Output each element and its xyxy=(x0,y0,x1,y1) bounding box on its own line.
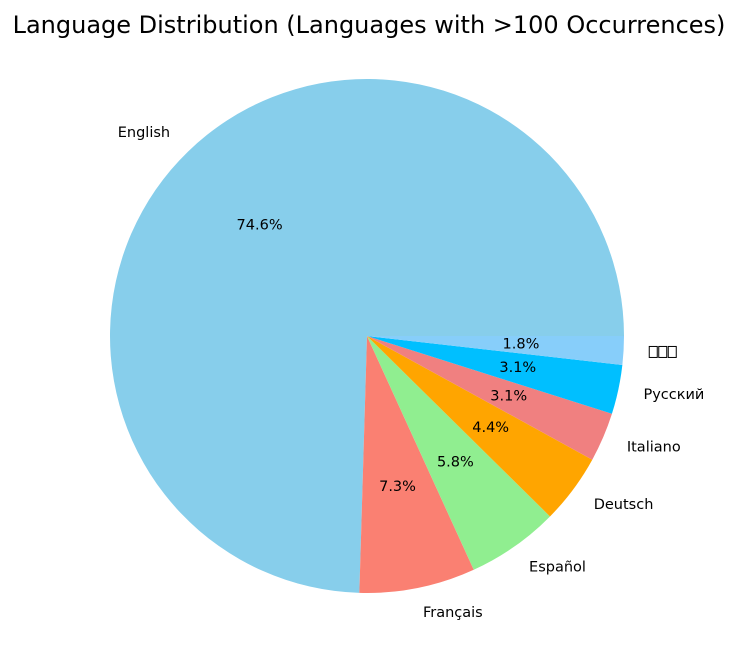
percent-label-english: 74.6% xyxy=(237,217,283,233)
slice-label-italiano: Italiano xyxy=(627,439,681,455)
pie-slice-deutsch xyxy=(367,336,593,517)
slice-label-other: Русский xyxy=(643,387,704,403)
slice-labels: English Français Español Deutsch Italiano Рус… xyxy=(118,125,705,621)
percent-label-espanol: 5.8% xyxy=(437,454,474,470)
missing-glyph-box xyxy=(658,345,668,358)
pie-slice-italiano xyxy=(367,336,612,460)
pie-slice-english xyxy=(109,79,624,593)
slice-label-deutsch: Deutsch xyxy=(594,497,654,513)
slice-label-missing-glyphs xyxy=(648,345,677,358)
percent-label-italiano: 3.1% xyxy=(490,389,527,405)
percent-label-other: 1.8% xyxy=(503,337,540,353)
percent-label-deutsch: 4.4% xyxy=(472,420,509,436)
slice-label-francais: Français xyxy=(423,605,483,621)
missing-glyph-box xyxy=(648,345,658,358)
pie-slice-other xyxy=(367,336,623,414)
percent-labels: 74.6% 7.3% 5.8% 4.4% 3.1% 3.1% 1.8% xyxy=(237,217,540,495)
pie-slice-other xyxy=(367,336,624,365)
chart-title: Language Distribution (Languages with >1… xyxy=(13,11,726,39)
slice-label-espanol: Español xyxy=(529,560,586,576)
percent-label-other: 3.1% xyxy=(499,360,536,376)
percent-label-francais: 7.3% xyxy=(379,479,416,495)
missing-glyph-box xyxy=(667,345,677,358)
pie-slices xyxy=(109,79,624,594)
pie-slice-francais xyxy=(359,336,474,594)
slice-label-english: English xyxy=(118,125,170,141)
pie-slice-espanol xyxy=(367,336,551,570)
